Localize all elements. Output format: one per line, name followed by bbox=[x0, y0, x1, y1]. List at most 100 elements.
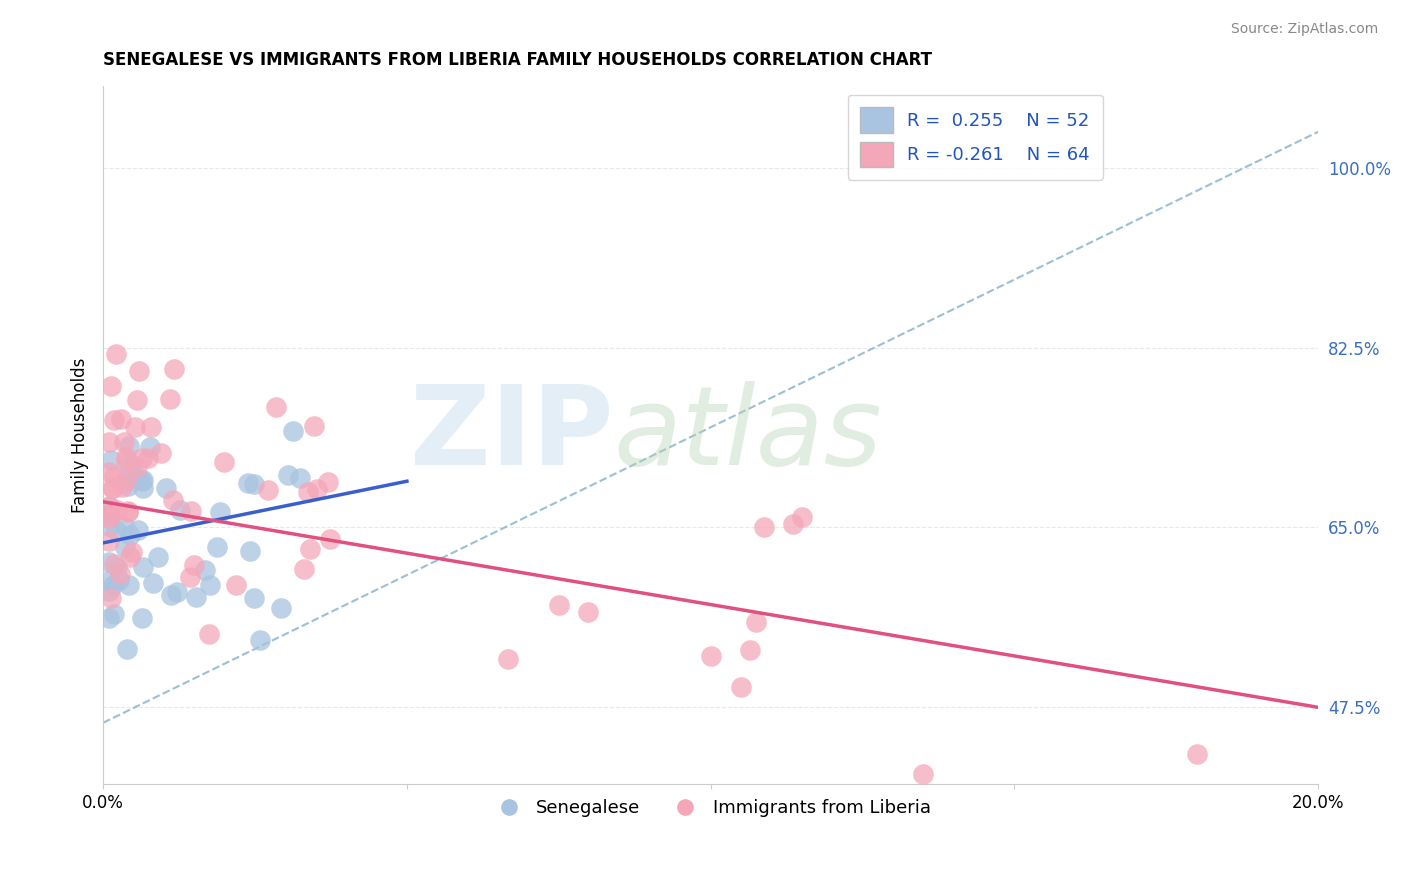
Point bbox=[132, 481, 155, 495]
Point bbox=[782, 517, 804, 532]
Point bbox=[98, 499, 121, 513]
Point bbox=[198, 627, 221, 641]
Point bbox=[209, 505, 232, 519]
Point bbox=[103, 557, 125, 571]
Point bbox=[127, 523, 149, 537]
Point bbox=[105, 503, 128, 517]
Point bbox=[124, 420, 146, 434]
Point bbox=[139, 440, 162, 454]
Point bbox=[98, 505, 121, 519]
Point bbox=[297, 485, 319, 500]
Point bbox=[114, 450, 136, 464]
Point bbox=[169, 503, 191, 517]
Point bbox=[105, 559, 128, 574]
Point bbox=[103, 469, 125, 483]
Point bbox=[98, 584, 121, 599]
Point bbox=[131, 611, 153, 625]
Point bbox=[128, 364, 150, 378]
Point bbox=[112, 434, 135, 449]
Point bbox=[127, 471, 149, 485]
Point bbox=[180, 504, 202, 518]
Point bbox=[225, 578, 247, 592]
Point bbox=[98, 533, 121, 548]
Legend: Senegalese, Immigrants from Liberia: Senegalese, Immigrants from Liberia bbox=[484, 792, 938, 824]
Point bbox=[184, 591, 207, 605]
Point bbox=[138, 451, 160, 466]
Point bbox=[98, 500, 121, 514]
Point bbox=[101, 578, 124, 592]
Point bbox=[738, 642, 761, 657]
Point bbox=[100, 453, 122, 467]
Point bbox=[257, 483, 280, 498]
Point bbox=[139, 420, 162, 434]
Point bbox=[100, 378, 122, 392]
Point bbox=[120, 457, 142, 471]
Point bbox=[108, 566, 131, 581]
Point bbox=[115, 642, 138, 657]
Point bbox=[117, 504, 139, 518]
Point bbox=[212, 455, 235, 469]
Point bbox=[101, 481, 124, 495]
Point bbox=[912, 767, 935, 781]
Point bbox=[142, 575, 165, 590]
Point bbox=[302, 418, 325, 433]
Point bbox=[120, 527, 142, 541]
Point bbox=[183, 558, 205, 572]
Point bbox=[496, 651, 519, 665]
Point bbox=[146, 549, 169, 564]
Text: ZIP: ZIP bbox=[411, 382, 613, 489]
Point bbox=[98, 510, 121, 524]
Point bbox=[305, 482, 328, 496]
Point bbox=[249, 633, 271, 648]
Point bbox=[162, 492, 184, 507]
Point bbox=[243, 476, 266, 491]
Point bbox=[127, 393, 149, 408]
Point bbox=[752, 519, 775, 533]
Point bbox=[105, 523, 128, 537]
Point bbox=[110, 412, 132, 426]
Point bbox=[236, 476, 259, 491]
Text: SENEGALESE VS IMMIGRANTS FROM LIBERIA FAMILY HOUSEHOLDS CORRELATION CHART: SENEGALESE VS IMMIGRANTS FROM LIBERIA FA… bbox=[103, 51, 932, 69]
Point bbox=[107, 573, 129, 587]
Point bbox=[198, 578, 221, 592]
Point bbox=[114, 540, 136, 554]
Point bbox=[318, 475, 340, 490]
Point bbox=[288, 471, 311, 485]
Point bbox=[132, 473, 155, 487]
Point bbox=[179, 570, 201, 584]
Point bbox=[98, 555, 121, 569]
Point bbox=[163, 361, 186, 376]
Point bbox=[243, 591, 266, 606]
Point bbox=[114, 452, 136, 467]
Point bbox=[277, 467, 299, 482]
Point bbox=[115, 472, 138, 486]
Point bbox=[98, 435, 121, 450]
Point bbox=[790, 510, 813, 524]
Point bbox=[98, 518, 121, 533]
Point bbox=[194, 564, 217, 578]
Point bbox=[117, 505, 139, 519]
Point bbox=[111, 480, 134, 494]
Point bbox=[103, 607, 125, 622]
Point bbox=[131, 474, 153, 488]
Point bbox=[745, 615, 768, 629]
Point bbox=[98, 508, 121, 522]
Point bbox=[118, 439, 141, 453]
Point bbox=[159, 392, 181, 406]
Point bbox=[283, 424, 305, 438]
Point bbox=[155, 481, 177, 495]
Point bbox=[98, 511, 121, 525]
Point bbox=[239, 544, 262, 558]
Point bbox=[98, 465, 121, 479]
Point bbox=[118, 463, 141, 477]
Point bbox=[132, 560, 155, 574]
Point bbox=[127, 459, 149, 474]
Point bbox=[118, 549, 141, 564]
Point bbox=[101, 481, 124, 495]
Point bbox=[149, 446, 172, 460]
Point bbox=[1185, 747, 1208, 761]
Point bbox=[730, 681, 752, 695]
Text: Source: ZipAtlas.com: Source: ZipAtlas.com bbox=[1230, 22, 1378, 37]
Point bbox=[292, 562, 315, 576]
Point bbox=[547, 598, 569, 612]
